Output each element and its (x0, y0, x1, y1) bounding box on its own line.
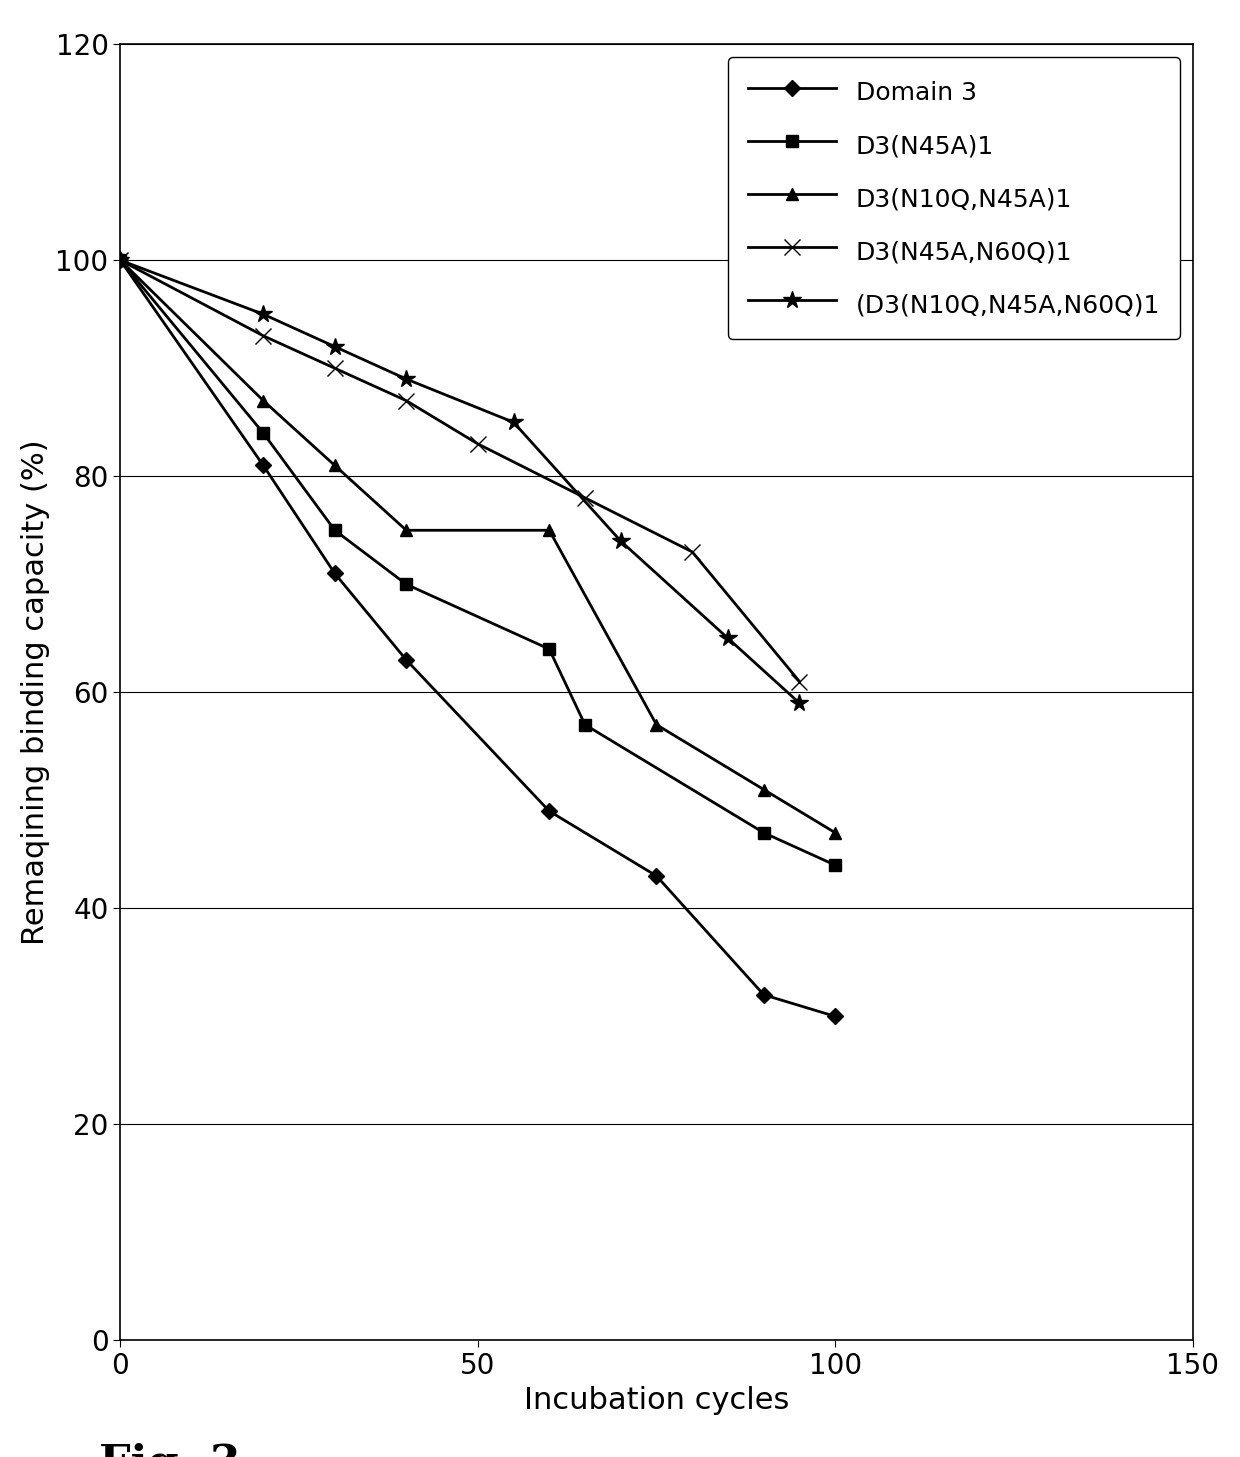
D3(N10Q,N45A)1 (542, 522, 557, 539)
D3(N45A)1 (578, 715, 593, 733)
D3(N45A)1 (399, 576, 414, 593)
D3(N45A,N60Q)1 (578, 490, 593, 507)
(D3(N10Q,N45A,N60Q)1 (792, 695, 807, 712)
D3(N45A,N60Q)1 (792, 673, 807, 691)
D3(N10Q,N45A)1 (255, 392, 270, 409)
Line: D3(N10Q,N45A)1: D3(N10Q,N45A)1 (115, 255, 841, 838)
Legend: Domain 3, D3(N45A)1, D3(N10Q,N45A)1, D3(N45A,N60Q)1, (D3(N10Q,N45A,N60Q)1: Domain 3, D3(N45A)1, D3(N10Q,N45A)1, D3(… (728, 57, 1180, 339)
D3(N45A)1 (255, 424, 270, 441)
X-axis label: Incubation cycles: Incubation cycles (523, 1386, 789, 1415)
(D3(N10Q,N45A,N60Q)1 (113, 252, 128, 270)
D3(N10Q,N45A)1 (399, 522, 414, 539)
Line: D3(N45A,N60Q)1: D3(N45A,N60Q)1 (113, 252, 807, 689)
Domain 3 (327, 565, 342, 583)
Line: Domain 3: Domain 3 (115, 255, 841, 1021)
D3(N45A,N60Q)1 (113, 252, 128, 270)
(D3(N10Q,N45A,N60Q)1 (614, 532, 629, 549)
D3(N10Q,N45A)1 (756, 781, 771, 798)
(D3(N10Q,N45A,N60Q)1 (720, 629, 735, 647)
Line: D3(N45A)1: D3(N45A)1 (115, 255, 841, 871)
D3(N10Q,N45A)1 (828, 825, 843, 842)
D3(N45A)1 (327, 522, 342, 539)
Domain 3 (542, 803, 557, 820)
Domain 3 (756, 986, 771, 1004)
D3(N45A)1 (756, 825, 771, 842)
Line: (D3(N10Q,N45A,N60Q)1: (D3(N10Q,N45A,N60Q)1 (112, 251, 808, 712)
Text: Fig. 3.: Fig. 3. (99, 1442, 257, 1457)
D3(N45A)1 (542, 641, 557, 659)
(D3(N10Q,N45A,N60Q)1 (399, 370, 414, 388)
Domain 3 (649, 867, 663, 884)
Y-axis label: Remaqining binding capacity (%): Remaqining binding capacity (%) (21, 440, 50, 946)
(D3(N10Q,N45A,N60Q)1 (255, 306, 270, 323)
D3(N45A,N60Q)1 (327, 360, 342, 377)
D3(N10Q,N45A)1 (649, 715, 663, 733)
(D3(N10Q,N45A,N60Q)1 (327, 338, 342, 356)
Domain 3 (255, 456, 270, 474)
D3(N45A,N60Q)1 (255, 326, 270, 344)
Domain 3 (828, 1008, 843, 1026)
D3(N45A)1 (828, 857, 843, 874)
D3(N45A,N60Q)1 (399, 392, 414, 409)
D3(N45A,N60Q)1 (684, 543, 699, 561)
(D3(N10Q,N45A,N60Q)1 (506, 414, 521, 431)
Domain 3 (399, 651, 414, 669)
D3(N45A)1 (113, 252, 128, 270)
Domain 3 (113, 252, 128, 270)
D3(N10Q,N45A)1 (327, 456, 342, 474)
D3(N10Q,N45A)1 (113, 252, 128, 270)
D3(N45A,N60Q)1 (470, 436, 485, 453)
